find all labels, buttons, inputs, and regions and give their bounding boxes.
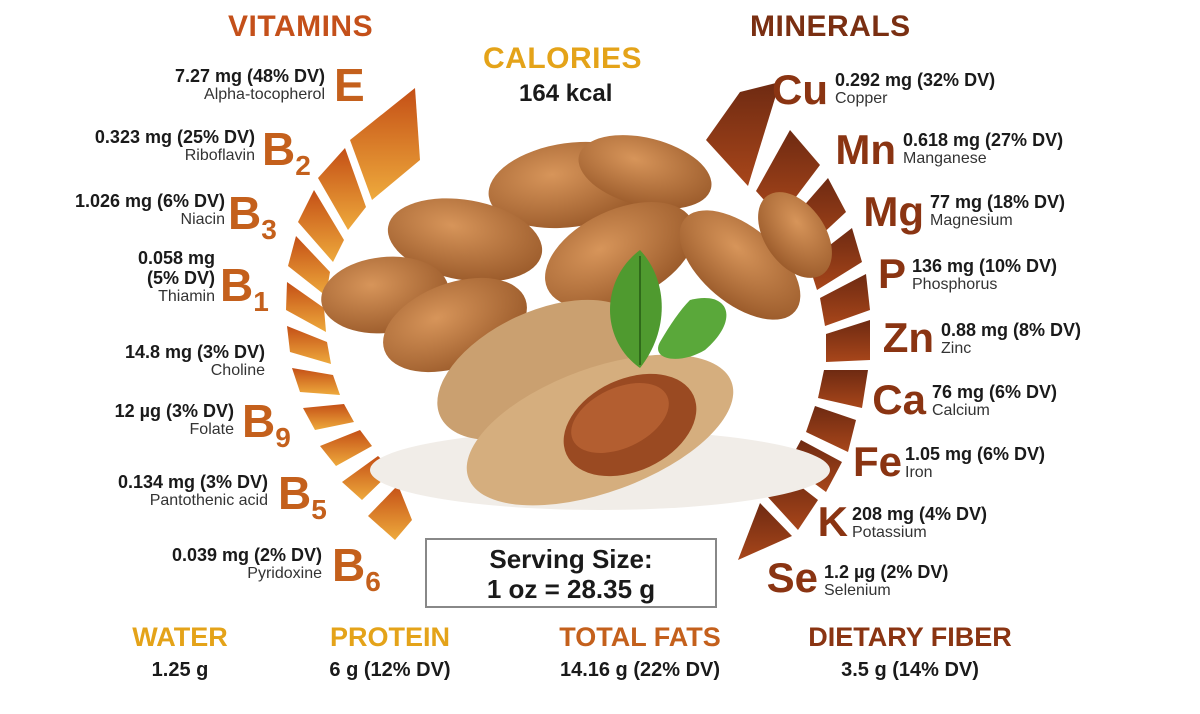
mineral-value: 1.2 µg (2% DV) — [824, 562, 949, 582]
vitamin-name: Folate — [189, 421, 234, 438]
mineral-symbol: Mg — [863, 188, 924, 235]
protein-value: 6 g (12% DV) — [329, 659, 451, 681]
vitamin-symbol: B6 — [332, 539, 381, 597]
vitamin-value: 0.323 mg (25% DV) — [94, 127, 255, 147]
vitamin-name: Choline — [210, 362, 265, 379]
total-fats-stat: TOTAL FATS 14.16 g (22% DV) — [535, 622, 745, 682]
vitamin-name: Alpha-tocopherol — [204, 86, 325, 103]
vitamin-value: 7.27 mg (48% DV) — [174, 66, 325, 86]
mineral-value: 0.618 mg (27% DV) — [903, 130, 1064, 150]
protein-stat: PROTEIN 6 g (12% DV) — [305, 622, 475, 682]
dietary-fiber-stat: DIETARY FIBER 3.5 g (14% DV) — [795, 622, 1025, 682]
vitamin-b5-row: 0.134 mg (3% DV) Pantothenic acid — [118, 472, 268, 510]
vitamin-value: 0.058 mg — [137, 248, 215, 268]
vitamin-b6-row: 0.039 mg (2% DV) Pyridoxine — [172, 545, 322, 583]
serving-size-box: Serving Size: 1 oz = 28.35 g — [425, 538, 717, 608]
mineral-symbol: Zn — [882, 314, 934, 361]
mineral-name: Zinc — [941, 340, 972, 357]
mineral-name: Copper — [835, 90, 888, 107]
water-value: 1.25 g — [151, 659, 209, 681]
mineral-k-row: 208 mg (4% DV) Potassium — [852, 504, 987, 542]
mineral-value: 77 mg (18% DV) — [930, 192, 1066, 212]
calories-value: 164 kcal — [519, 80, 613, 107]
calories-heading: CALORIES — [483, 42, 643, 75]
vitamin-b9-row: 12 µg (3% DV) Folate — [115, 401, 234, 439]
vitamin-value-dv: (5% DV) — [146, 268, 215, 288]
vitamin-value: 12 µg (3% DV) — [114, 401, 234, 421]
vitamin-choline-row: 14.8 mg (3% DV) Choline — [125, 342, 265, 380]
mineral-value: 1.05 mg (6% DV) — [905, 444, 1046, 464]
vitamin-name: Pyridoxine — [247, 565, 322, 582]
mineral-name: Manganese — [903, 150, 987, 167]
mineral-symbol: K — [817, 498, 848, 545]
vitamin-symbol: E — [334, 59, 365, 111]
mineral-ca-row: 76 mg (6% DV) Calcium — [932, 382, 1057, 420]
vitamin-value: 0.134 mg (3% DV) — [117, 472, 268, 492]
mineral-symbol: Cu — [772, 66, 828, 113]
mineral-zn-row: 0.88 mg (8% DV) Zinc — [941, 320, 1081, 358]
vitamin-name: Thiamin — [158, 288, 215, 305]
mineral-symbol: P — [877, 250, 906, 297]
minerals-heading: MINERALS — [750, 10, 911, 43]
mineral-name: Potassium — [852, 524, 927, 541]
vitamin-value: 14.8 mg (3% DV) — [124, 342, 265, 362]
vitamin-e-row: 7.27 mg (48% DV) Alpha-tocopherol — [175, 66, 325, 104]
mineral-cu-row: 0.292 mg (32% DV) Copper — [835, 70, 995, 108]
vitamin-symbol: B3 — [228, 187, 277, 245]
mineral-name: Phosphorus — [912, 276, 998, 293]
vitamin-symbol: B5 — [278, 467, 327, 525]
water-heading: WATER — [132, 622, 228, 652]
vitamin-name: Niacin — [180, 211, 225, 228]
mineral-p-row: 136 mg (10% DV) Phosphorus — [912, 256, 1057, 294]
vitamin-name: Pantothenic acid — [149, 492, 268, 509]
mineral-value: 208 mg (4% DV) — [852, 504, 988, 524]
serving-size-label: Serving Size: — [489, 544, 653, 574]
vitamin-symbol: B1 — [220, 259, 269, 317]
vitamin-name: Riboflavin — [184, 147, 255, 164]
total-fats-value: 14.16 g (22% DV) — [559, 659, 721, 681]
mineral-name: Magnesium — [930, 212, 1013, 229]
vitamin-value: 0.039 mg (2% DV) — [171, 545, 322, 565]
vitamin-b1-row: 0.058 mg (5% DV) Thiamin — [138, 248, 215, 306]
mineral-se-row: 1.2 µg (2% DV) Selenium — [824, 562, 948, 600]
mineral-symbol: Mn — [835, 126, 896, 173]
mineral-value: 136 mg (10% DV) — [912, 256, 1058, 276]
dietary-fiber-heading: DIETARY FIBER — [808, 622, 1012, 652]
vitamin-b3-row: 1.026 mg (6% DV) Niacin — [75, 191, 225, 229]
mineral-value: 76 mg (6% DV) — [932, 382, 1058, 402]
mineral-value: 0.88 mg (8% DV) — [941, 320, 1082, 340]
mineral-symbol: Fe — [852, 438, 902, 485]
mineral-symbol: Ca — [872, 376, 926, 423]
mineral-name: Calcium — [932, 402, 990, 419]
vitamin-value: 1.026 mg (6% DV) — [74, 191, 225, 211]
mineral-symbol: Se — [766, 554, 818, 601]
almond-illustration — [321, 135, 832, 510]
mineral-mg-row: 77 mg (18% DV) Magnesium — [930, 192, 1065, 230]
dietary-fiber-value: 3.5 g (14% DV) — [841, 659, 979, 681]
mineral-name: Iron — [905, 464, 933, 481]
serving-size-value: 1 oz = 28.35 g — [486, 574, 656, 604]
mineral-value: 0.292 mg (32% DV) — [835, 70, 996, 90]
water-stat: WATER 1.25 g — [110, 622, 250, 682]
total-fats-heading: TOTAL FATS — [559, 622, 721, 652]
mineral-fe-row: 1.05 mg (6% DV) Iron — [905, 444, 1045, 482]
mineral-name: Selenium — [824, 582, 891, 599]
vitamin-symbol: B9 — [242, 395, 291, 453]
vitamin-b2-row: 0.323 mg (25% DV) Riboflavin — [95, 127, 255, 165]
mineral-mn-row: 0.618 mg (27% DV) Manganese — [903, 130, 1063, 168]
vitamin-symbol: B2 — [262, 123, 311, 181]
protein-heading: PROTEIN — [329, 622, 450, 652]
vitamins-heading: VITAMINS — [228, 10, 374, 43]
